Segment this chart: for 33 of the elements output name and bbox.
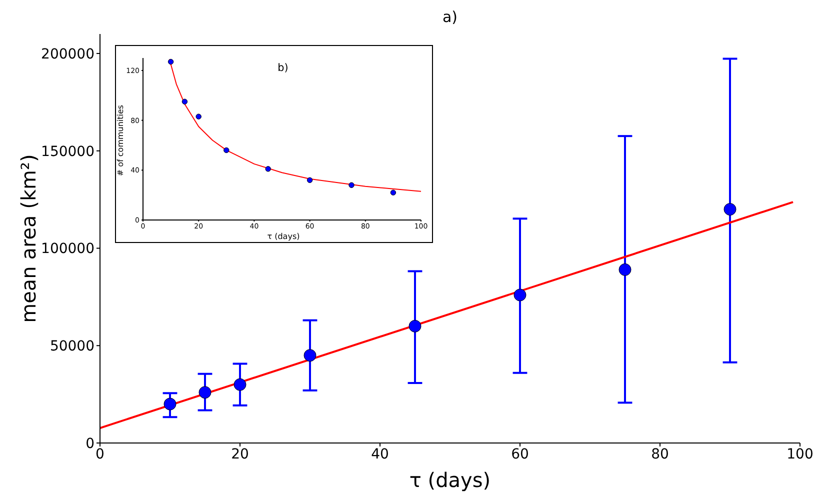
x-tick-label: 40 bbox=[371, 446, 389, 462]
point bbox=[265, 166, 271, 172]
x-tick-label: 20 bbox=[231, 446, 249, 462]
x-tick-label: 60 bbox=[511, 446, 529, 462]
point bbox=[234, 378, 246, 391]
y-tick-label: 0 bbox=[86, 436, 94, 452]
y-tick-label: 200000 bbox=[41, 46, 94, 62]
y-axis-title: mean area (km²) bbox=[16, 154, 40, 323]
chart-title: a) bbox=[442, 8, 458, 26]
point bbox=[618, 263, 632, 276]
y-tick-label: 150000 bbox=[41, 144, 94, 160]
chart-title: b) bbox=[278, 62, 288, 74]
point bbox=[196, 114, 202, 120]
point bbox=[182, 98, 188, 104]
point bbox=[348, 182, 354, 188]
x-tick-label: 100 bbox=[786, 446, 814, 462]
x-axis-title: τ (days) bbox=[409, 468, 491, 492]
point bbox=[224, 147, 230, 154]
point bbox=[724, 203, 736, 216]
point bbox=[198, 386, 212, 399]
point bbox=[168, 58, 174, 65]
x-axis-title: τ (days) bbox=[267, 232, 300, 241]
point bbox=[304, 349, 316, 362]
x-tick-label: 0 bbox=[96, 446, 104, 462]
point bbox=[408, 320, 422, 332]
point bbox=[390, 190, 396, 196]
point bbox=[306, 177, 313, 183]
y-tick-label: 100000 bbox=[41, 241, 94, 258]
point bbox=[164, 398, 176, 410]
point bbox=[514, 288, 526, 302]
y-axis-title: # of communities bbox=[116, 104, 126, 176]
x-tick-label: 80 bbox=[651, 446, 669, 462]
y-tick-label: 50000 bbox=[50, 338, 94, 355]
